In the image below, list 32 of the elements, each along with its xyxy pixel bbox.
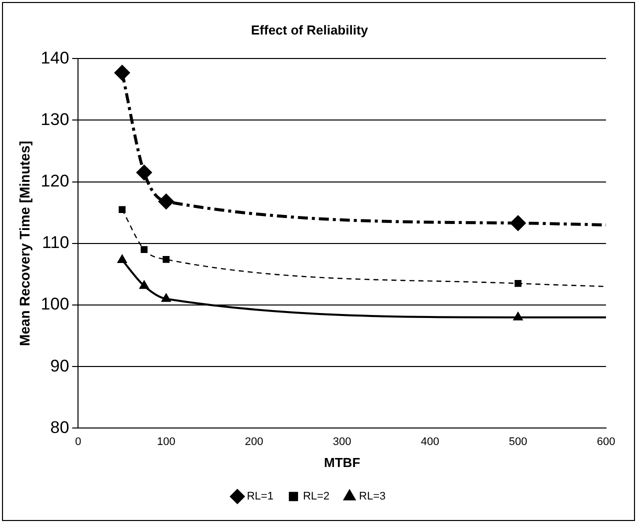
y-tick-label: 140 (40, 48, 70, 68)
point (510, 216, 526, 231)
point (140, 280, 149, 289)
y-tick-label: 100 (40, 294, 70, 314)
y-tick-label: 90 (50, 356, 70, 376)
x-tick-label: 100 (156, 436, 176, 448)
x-tick-label: 300 (332, 436, 352, 448)
legend-label: RL=2 (302, 490, 330, 503)
point (118, 206, 126, 213)
x-tick-label: 200 (244, 436, 264, 448)
point (514, 280, 522, 287)
y-tick-label: 110 (42, 233, 70, 252)
point (158, 194, 174, 210)
point (140, 246, 148, 253)
x-tick-label: 400 (420, 436, 440, 448)
point (118, 255, 127, 264)
point (136, 165, 152, 180)
y-tick-label: 130 (40, 110, 70, 129)
legend-label: RL=3 (359, 490, 386, 503)
x-tick-label: 500 (508, 436, 528, 448)
y-tick-label: 80 (50, 418, 70, 437)
point (162, 294, 171, 302)
y-tick-label: 120 (40, 171, 70, 190)
point (114, 65, 130, 80)
x-tick-label: 600 (596, 436, 616, 448)
legend-label: RL=1 (246, 490, 274, 503)
y-axis-title: Mean Recovery Time [Minutes] (16, 140, 32, 346)
point (514, 312, 522, 320)
x-axis-title: MTBF (324, 454, 360, 470)
x-tick-label: 0 (75, 436, 82, 448)
chart-title: Effect of Reliability (250, 22, 369, 38)
point (162, 256, 170, 263)
